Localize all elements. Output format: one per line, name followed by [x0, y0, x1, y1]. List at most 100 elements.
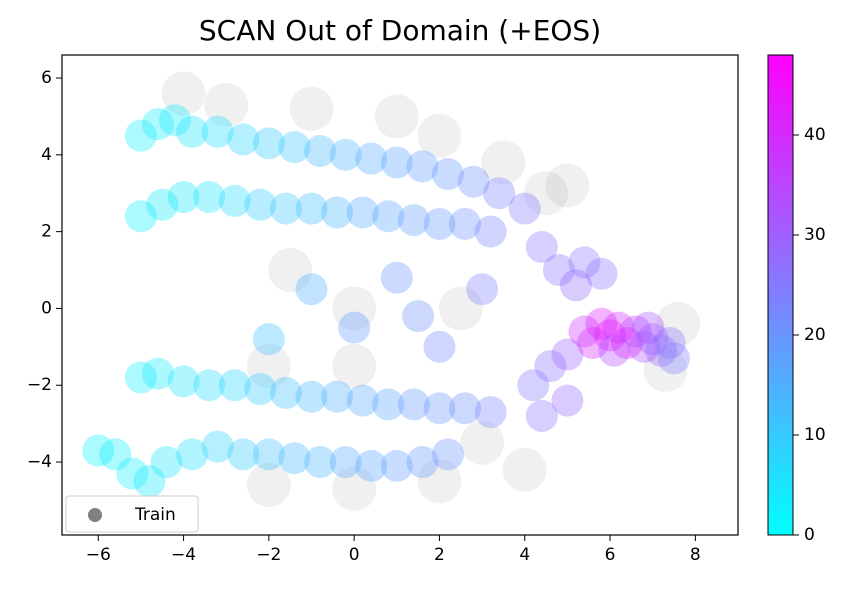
test-point: [658, 342, 691, 375]
test-point: [244, 188, 277, 221]
test-point: [551, 384, 584, 417]
x-tick-label: 0: [349, 545, 360, 565]
test-point: [423, 207, 456, 240]
legend-marker: [88, 508, 102, 522]
test-point: [508, 192, 541, 225]
test-point: [124, 200, 157, 233]
x-tick-label: −4: [171, 545, 196, 565]
test-point: [474, 396, 507, 429]
y-tick-label: −2: [27, 375, 52, 395]
test-point: [133, 465, 166, 498]
test-point: [193, 369, 226, 402]
train-point: [524, 171, 569, 216]
test-point: [628, 330, 661, 363]
train-point: [656, 301, 701, 346]
test-point: [466, 273, 499, 306]
test-point: [568, 315, 601, 348]
test-point: [141, 357, 174, 390]
x-tick-label: 2: [434, 545, 445, 565]
test-point: [517, 369, 550, 402]
test-point: [611, 327, 644, 359]
train-point: [438, 286, 483, 331]
train-point: [268, 248, 313, 293]
train-point: [289, 86, 334, 131]
colorbar-tick-label: 40: [804, 125, 826, 145]
test-point: [431, 438, 464, 471]
test-point: [585, 257, 618, 290]
plot-area: [82, 71, 701, 511]
test-point: [146, 188, 179, 221]
test-point: [269, 192, 302, 225]
test-point: [372, 200, 405, 233]
test-point: [457, 165, 490, 198]
test-point: [252, 438, 285, 471]
test-point: [346, 196, 379, 229]
test-point: [406, 446, 439, 479]
train-point: [417, 113, 462, 158]
legend-box: [65, 495, 199, 533]
y-tick-label: 4: [41, 145, 52, 165]
legend-label: Train: [134, 505, 176, 525]
train-point: [481, 140, 526, 185]
train-point: [204, 82, 249, 127]
test-point: [124, 119, 157, 152]
colorbar-tick-label: 20: [804, 325, 826, 345]
test-point: [159, 104, 192, 137]
test-point: [82, 434, 115, 467]
x-tick-label: 8: [690, 545, 701, 565]
test-point: [602, 311, 635, 344]
test-point: [632, 311, 665, 344]
test-point: [355, 142, 388, 175]
train-point: [332, 286, 377, 331]
train-point: [460, 420, 505, 465]
test-point: [201, 430, 234, 463]
colorbar: [767, 54, 794, 536]
test-point: [252, 323, 285, 356]
test-point: [402, 300, 435, 333]
test-point: [227, 438, 260, 471]
test-point: [525, 231, 558, 263]
test-point: [653, 327, 686, 359]
x-tick-label: −6: [86, 545, 111, 565]
train-point: [246, 463, 291, 508]
test-point: [218, 369, 251, 402]
test-point: [568, 246, 601, 279]
test-point: [636, 323, 669, 356]
plot-frame: [61, 54, 739, 536]
x-tick-label: 4: [519, 545, 530, 565]
x-tick-label: 6: [605, 545, 616, 565]
test-point: [551, 338, 584, 371]
test-point: [372, 388, 405, 421]
test-point: [380, 146, 413, 179]
train-point: [643, 347, 688, 392]
y-tick-label: 2: [41, 222, 52, 242]
test-point: [594, 319, 627, 352]
colorbar-tick-label: 30: [804, 225, 826, 245]
test-point: [269, 376, 302, 409]
test-point: [193, 181, 226, 214]
test-point: [346, 384, 379, 417]
test-point: [585, 307, 618, 340]
chart-title: SCAN Out of Domain (+EOS): [199, 14, 601, 47]
test-point: [449, 207, 482, 240]
test-point: [176, 115, 209, 148]
test-point: [380, 261, 413, 294]
y-tick-label: −4: [27, 452, 52, 472]
test-point: [338, 311, 371, 344]
train-point: [502, 447, 547, 492]
test-point: [304, 446, 337, 479]
legend: Train: [65, 495, 199, 533]
train-point: [246, 344, 291, 389]
train-point: [332, 466, 377, 511]
test-point: [321, 380, 354, 413]
test-point: [431, 158, 464, 191]
test-point: [534, 350, 567, 383]
test-point: [321, 196, 354, 229]
test-point: [542, 254, 575, 287]
test-point: [252, 127, 285, 160]
test-point: [116, 457, 149, 490]
train-point: [545, 163, 590, 208]
test-point: [201, 115, 234, 148]
test-point: [244, 373, 277, 406]
